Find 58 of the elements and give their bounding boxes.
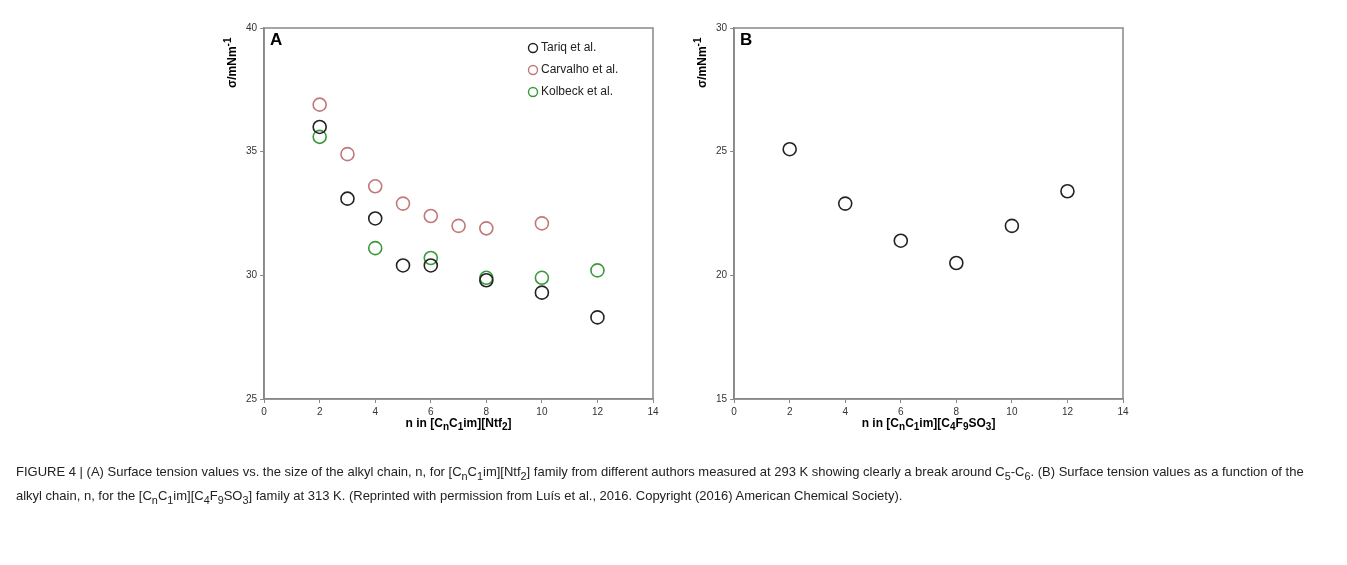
point [534,216,550,231]
x-tick-label: 12 [591,405,604,417]
point [534,285,550,300]
legend-label: Kolbeck et al. [541,84,614,99]
legend-label: Carvalho et al. [541,62,619,77]
text: n in [C$_{n}$C$_{1}$im][C$_{4}$F$_{9}$SO$_{3}$] [861,416,996,433]
point [340,191,355,206]
x-tick-label: 0 [261,405,268,417]
chart-title: B [740,30,753,50]
point [423,258,439,273]
point [782,141,797,157]
point [367,211,383,226]
point [423,208,439,224]
point [423,250,439,266]
point [534,270,550,286]
x-tick-label: 4 [842,405,849,417]
x-tick-label: 14 [647,405,659,417]
point [949,255,964,271]
y-tick-label: 20 [716,269,728,281]
point [479,221,494,236]
chart-title: A [270,30,283,50]
point [395,196,411,211]
point [340,146,355,162]
point [837,196,853,211]
x-tick-label: 8 [483,405,490,417]
x-tick-label: 14 [1117,405,1129,417]
point [395,258,411,273]
y-tick-label: 40 [246,21,258,33]
point [590,310,605,325]
x-tick-label: 2 [316,405,323,417]
point [312,97,327,112]
y-tick-label: 15 [716,392,728,404]
y-tick-label: 35 [246,145,258,157]
point [1060,183,1075,199]
point [312,119,327,135]
point [451,218,466,234]
x-tick-label: 2 [786,405,793,417]
point [1004,218,1020,234]
point [367,178,383,194]
x-tick-label: 10 [536,405,548,417]
legend-label: Tariq et al. [541,40,597,55]
y-tick-label: 30 [246,269,258,281]
x-axis-title: n in [C$_{n}$C$_{1}$im][Ntf$_{2}$] [404,416,513,433]
x-tick-label: 6 [428,405,434,417]
x-tick-label: 12 [1061,405,1074,417]
x-tick-label: 8 [953,405,960,417]
y-tick-label: 25 [716,145,728,157]
point [367,240,383,256]
x-tick-label: 4 [372,405,379,417]
x-tick-label: 0 [731,405,738,417]
point [590,263,605,278]
y-tick-label: 25 [246,392,258,404]
point [312,129,327,145]
text: FIGURE 4 | (A) Surface tension values vs. the size of the alkyl chain, n, for [C$_{n}$C$_{1}$im][Ntf$_{2}$] family from different authors measured at 293 K showing clearly a break around C$_{5}$-C$_{6}$. (B) Surface tension values as a function of the alkyl chain, n, for the [C$_{n}$C$_{1}$im][C$_{4}$F$_{9}$SO$_{3}$] family at 313 K. (Reprinted with permission from Luís et al., 2016. Copyright (2016) American Chemical Society). [16,464,1304,506]
x-tick-label: 6 [898,405,904,417]
x-tick-label: 10 [1006,405,1018,417]
y-tick-label: 30 [716,21,728,33]
point [893,233,909,249]
